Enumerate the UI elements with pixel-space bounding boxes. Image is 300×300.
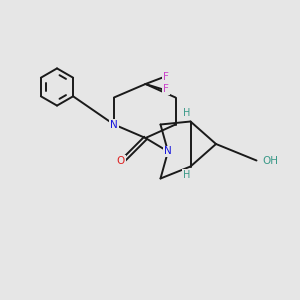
Text: H: H: [183, 170, 190, 180]
Text: F: F: [163, 84, 169, 94]
Text: N: N: [164, 146, 172, 157]
Text: H: H: [183, 108, 190, 118]
Text: F: F: [163, 72, 169, 82]
Text: N: N: [110, 119, 118, 130]
Text: O: O: [116, 155, 125, 166]
Text: OH: OH: [262, 155, 278, 166]
